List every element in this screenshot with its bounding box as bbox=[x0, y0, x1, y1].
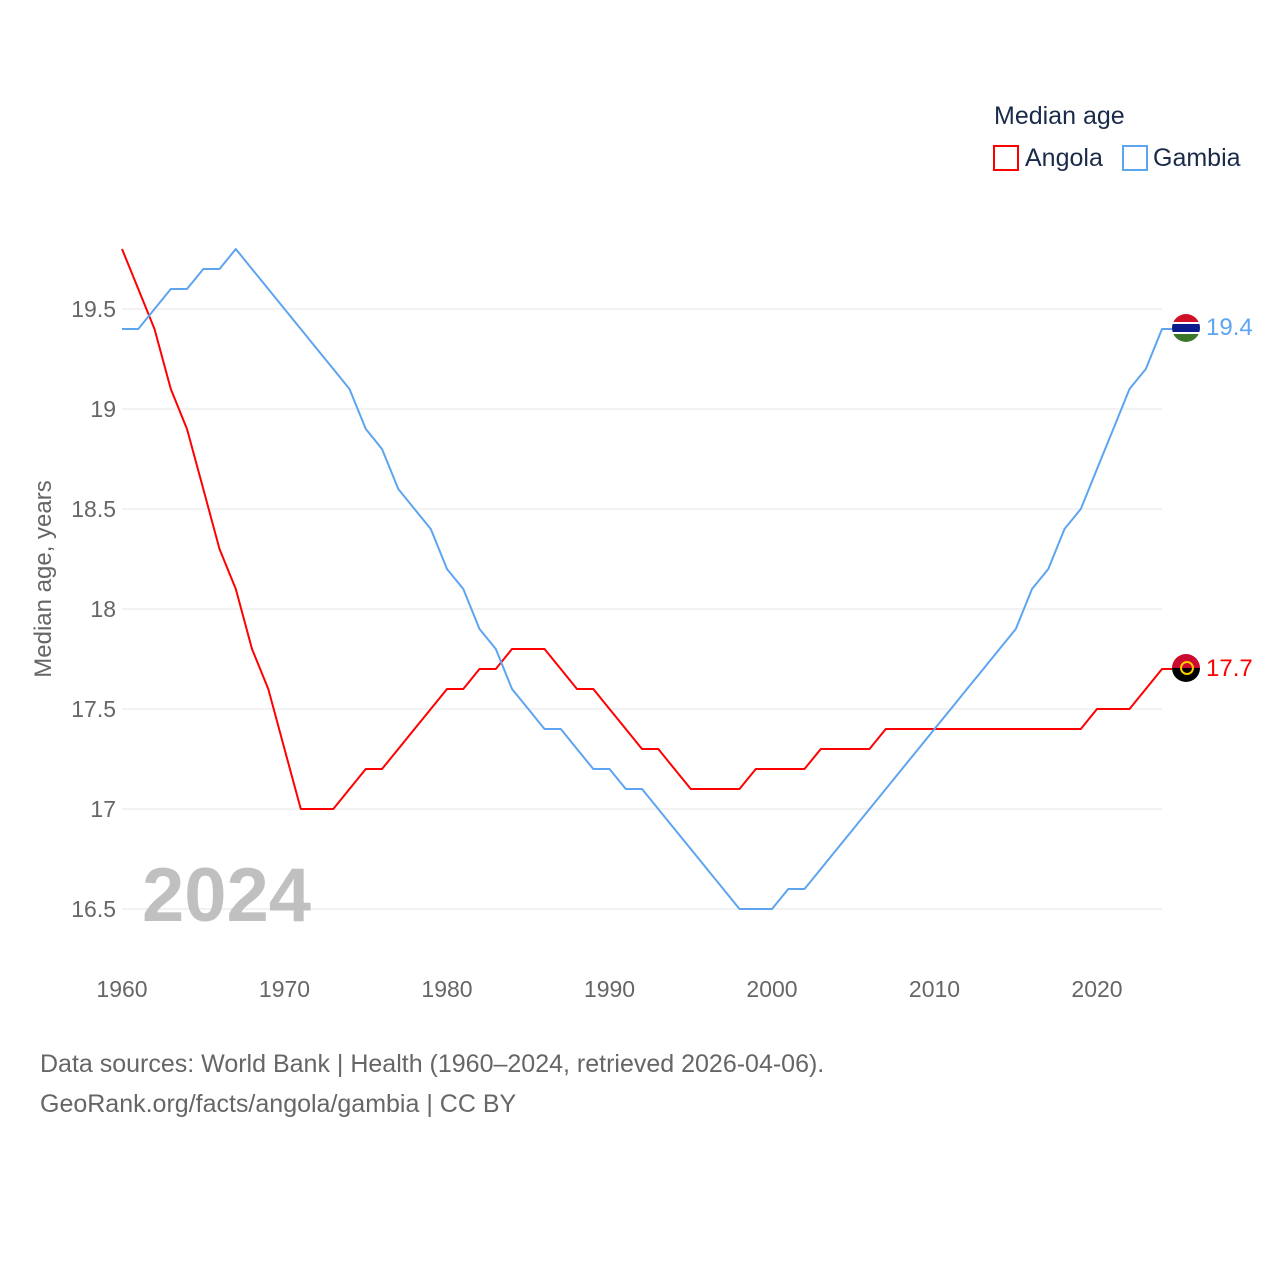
gambia-flag-icon bbox=[1172, 314, 1200, 342]
x-tick-label: 1990 bbox=[584, 976, 635, 1002]
angola-end-value: 17.7 bbox=[1206, 655, 1253, 682]
y-tick-label: 19.5 bbox=[71, 296, 116, 322]
y-tick-label: 17.5 bbox=[71, 696, 116, 722]
x-tick-label: 2000 bbox=[746, 976, 797, 1002]
legend-swatch-gambia bbox=[1122, 145, 1148, 171]
gambia-end-value: 19.4 bbox=[1206, 314, 1253, 341]
legend-swatch-angola bbox=[993, 145, 1019, 171]
footer: Data sources: World Bank | Health (1960–… bbox=[40, 1044, 824, 1124]
series-lines bbox=[121, 248, 1172, 910]
y-tick-label: 18 bbox=[90, 596, 116, 622]
y-tick-label: 18.5 bbox=[71, 496, 116, 522]
y-tick-label: 17 bbox=[90, 796, 116, 822]
angola-flag-icon bbox=[1172, 654, 1200, 682]
y-axis-ticks: 16.5 17 17.5 18 18.5 19 19.5 bbox=[71, 296, 116, 922]
x-tick-label: 1970 bbox=[259, 976, 310, 1002]
source-link[interactable]: GeoRank.org/facts/angola/gambia | CC BY bbox=[40, 1090, 517, 1118]
x-tick-label: 1980 bbox=[421, 976, 472, 1002]
legend-label-gambia[interactable]: Gambia bbox=[1153, 144, 1241, 172]
legend[interactable]: Median age Angola Gambia bbox=[993, 102, 1241, 172]
gridlines bbox=[122, 308, 1162, 910]
data-sources: Data sources: World Bank | Health (1960–… bbox=[40, 1050, 825, 1078]
year-overlay: 2024 bbox=[142, 853, 311, 938]
series-line-gambia bbox=[122, 248, 1172, 910]
y-axis-label: Median age, years bbox=[30, 480, 57, 677]
y-tick-label: 19 bbox=[90, 396, 116, 422]
legend-title: Median age bbox=[994, 102, 1125, 130]
x-tick-label: 2010 bbox=[909, 976, 960, 1002]
legend-label-angola[interactable]: Angola bbox=[1025, 144, 1103, 172]
series-line-angola bbox=[121, 248, 1172, 810]
y-tick-label: 16.5 bbox=[71, 896, 116, 922]
x-axis-ticks: 1960 1970 1980 1990 2000 2010 2020 bbox=[96, 976, 1122, 1002]
x-tick-label: 1960 bbox=[96, 976, 147, 1002]
x-tick-label: 2020 bbox=[1071, 976, 1122, 1002]
